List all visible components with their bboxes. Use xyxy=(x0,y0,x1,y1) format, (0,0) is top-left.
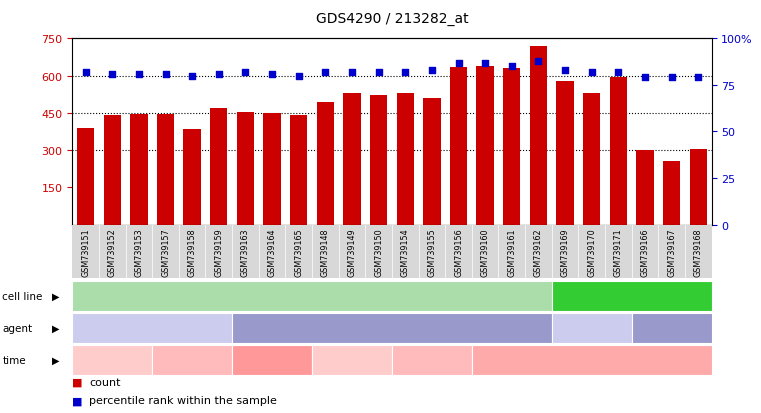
Text: MOLM-13: MOLM-13 xyxy=(607,291,656,301)
Point xyxy=(266,71,279,78)
Bar xyxy=(450,68,467,225)
Point xyxy=(400,69,412,76)
Text: GSM739155: GSM739155 xyxy=(428,228,436,276)
Text: day 2: day 2 xyxy=(97,355,127,366)
Bar xyxy=(263,114,281,225)
Text: day 2: day 2 xyxy=(337,355,367,366)
Text: ■: ■ xyxy=(72,377,83,387)
Text: GSM739157: GSM739157 xyxy=(161,228,170,276)
Text: MV4-11: MV4-11 xyxy=(292,291,332,301)
Bar xyxy=(103,116,121,225)
Text: percentile rank within the sample: percentile rank within the sample xyxy=(89,395,277,405)
Point xyxy=(346,69,358,76)
Point xyxy=(373,69,385,76)
Text: day 6: day 6 xyxy=(577,355,607,366)
Text: GSM739149: GSM739149 xyxy=(348,228,356,276)
Text: GSM739168: GSM739168 xyxy=(694,228,702,276)
Text: ▶: ▶ xyxy=(52,323,59,333)
Point xyxy=(213,71,225,78)
Text: control: control xyxy=(574,323,610,333)
Text: ■: ■ xyxy=(72,395,83,405)
Point xyxy=(426,67,438,74)
Point xyxy=(293,73,305,80)
Point xyxy=(186,73,199,80)
Text: GSM739161: GSM739161 xyxy=(508,228,516,276)
Bar xyxy=(503,69,521,225)
Text: control: control xyxy=(134,323,170,333)
Text: GSM739150: GSM739150 xyxy=(374,228,383,276)
Bar xyxy=(583,94,600,225)
Text: GSM739162: GSM739162 xyxy=(534,228,543,276)
Text: GSM739158: GSM739158 xyxy=(188,228,196,276)
Point xyxy=(133,71,145,78)
Bar xyxy=(689,150,707,225)
Point xyxy=(612,69,624,76)
Text: EPZ004777: EPZ004777 xyxy=(362,323,422,333)
Text: GSM739170: GSM739170 xyxy=(587,228,596,276)
Text: GSM739163: GSM739163 xyxy=(241,228,250,276)
Point xyxy=(533,58,545,65)
Point xyxy=(506,64,518,70)
Point xyxy=(320,69,332,76)
Text: agent: agent xyxy=(2,323,33,333)
Point xyxy=(107,71,119,78)
Bar xyxy=(610,78,627,225)
Text: GSM739164: GSM739164 xyxy=(268,228,276,276)
Point xyxy=(586,69,598,76)
Bar xyxy=(396,94,414,225)
Text: EPZ004777: EPZ004777 xyxy=(642,323,702,333)
Text: GSM739165: GSM739165 xyxy=(295,228,303,276)
Text: GSM739159: GSM739159 xyxy=(215,228,223,276)
Text: GSM739148: GSM739148 xyxy=(321,228,330,276)
Text: day 4: day 4 xyxy=(417,355,447,366)
Text: GSM739171: GSM739171 xyxy=(614,228,622,276)
Bar xyxy=(317,102,334,225)
Text: GSM739167: GSM739167 xyxy=(667,228,676,276)
Text: GSM739156: GSM739156 xyxy=(454,228,463,276)
Bar xyxy=(210,109,228,225)
Text: day 6: day 6 xyxy=(257,355,287,366)
Text: cell line: cell line xyxy=(2,291,43,301)
Text: GSM739153: GSM739153 xyxy=(135,228,143,276)
Text: GSM739152: GSM739152 xyxy=(108,228,116,276)
Point xyxy=(240,69,252,76)
Bar xyxy=(77,128,94,225)
Text: day 4: day 4 xyxy=(177,355,207,366)
Bar xyxy=(237,112,254,225)
Text: time: time xyxy=(2,355,26,366)
Point xyxy=(639,75,651,82)
Text: count: count xyxy=(89,377,120,387)
Text: GSM739169: GSM739169 xyxy=(561,228,569,276)
Bar xyxy=(183,130,201,225)
Bar xyxy=(556,81,574,225)
Text: ▶: ▶ xyxy=(52,355,59,366)
Text: ▶: ▶ xyxy=(52,291,59,301)
Bar xyxy=(157,115,174,225)
Bar xyxy=(130,115,148,225)
Bar xyxy=(290,116,307,225)
Text: GSM739151: GSM739151 xyxy=(81,228,90,276)
Point xyxy=(559,67,571,74)
Text: GDS4290 / 213282_at: GDS4290 / 213282_at xyxy=(316,12,468,26)
Text: GSM739154: GSM739154 xyxy=(401,228,409,276)
Bar xyxy=(636,151,654,225)
Bar xyxy=(423,99,441,225)
Bar xyxy=(370,96,387,225)
Bar xyxy=(530,47,547,225)
Bar xyxy=(343,94,361,225)
Point xyxy=(693,75,705,82)
Point xyxy=(666,75,678,82)
Point xyxy=(453,60,465,66)
Point xyxy=(160,71,172,78)
Point xyxy=(80,69,92,76)
Text: GSM739160: GSM739160 xyxy=(481,228,489,276)
Bar xyxy=(663,162,680,225)
Bar xyxy=(476,66,494,225)
Point xyxy=(479,60,492,66)
Text: GSM739166: GSM739166 xyxy=(641,228,649,276)
